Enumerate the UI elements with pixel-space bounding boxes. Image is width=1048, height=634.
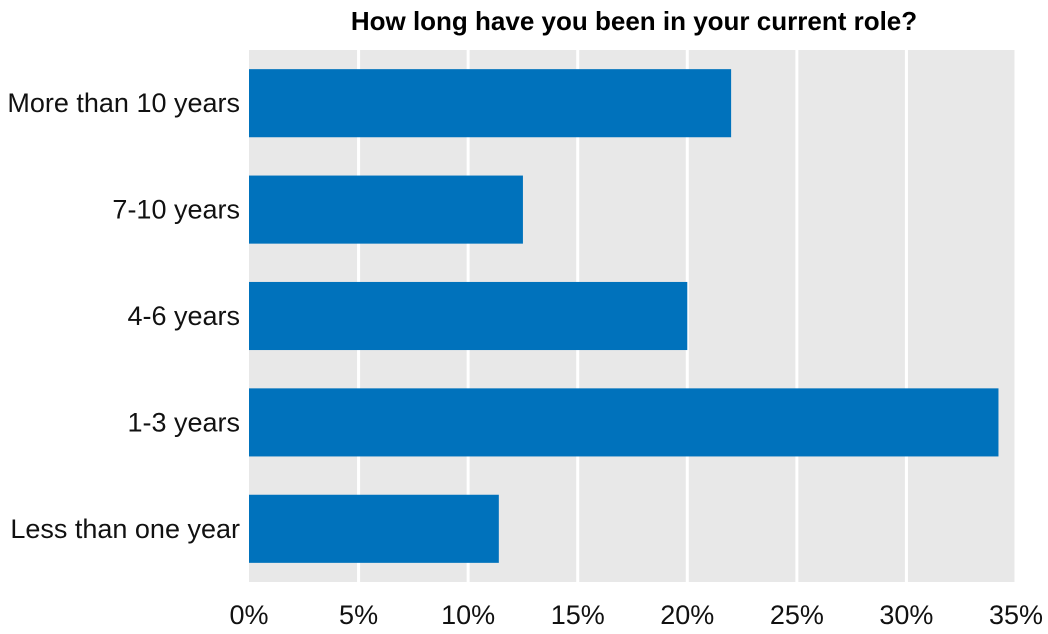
x-tick-label: 10% [441,600,495,630]
x-tick-label: 20% [660,600,714,630]
x-tick-label: 25% [770,600,824,630]
bars [249,69,999,563]
x-tick-label: 5% [339,600,378,630]
bar [249,281,688,351]
bar [249,494,499,563]
chart-title: How long have you been in your current r… [351,6,917,36]
bar [249,69,732,138]
category-label: 7-10 years [112,195,240,225]
category-label: 4-6 years [127,301,240,331]
category-label: 1-3 years [127,407,240,437]
bar [249,388,999,457]
category-labels: More than 10 years 7-10 years 4-6 years 1-3… [7,88,240,544]
category-label: More than 10 years [7,88,240,118]
x-tick-label: 35% [989,600,1043,630]
x-axis-tick-labels: 0% 5% 10% 15% 20% 25% 30% 35% [229,600,1043,630]
x-tick-label: 0% [229,600,268,630]
x-tick-label: 15% [551,600,605,630]
category-label: Less than one year [10,514,240,544]
x-tick-label: 30% [879,600,933,630]
bar [249,175,523,244]
